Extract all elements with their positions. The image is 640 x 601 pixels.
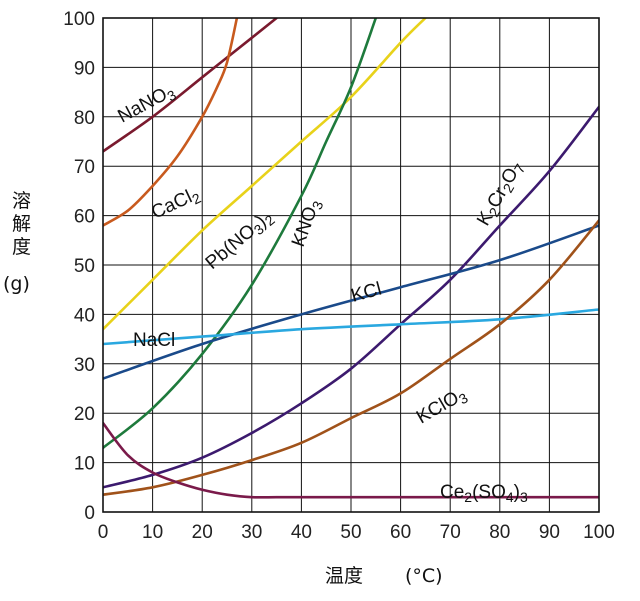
x-tick-label: 20 <box>192 522 213 543</box>
label-kclo3: KClO3 <box>413 383 471 429</box>
x-tick-label: 0 <box>98 522 109 543</box>
label-nacl: NaCl <box>133 330 175 351</box>
y-tick-label: 30 <box>74 355 95 376</box>
label-k2cr2o7: K2Cr2O7 <box>473 157 528 230</box>
y-title-char-2: 解 <box>12 213 31 235</box>
y-tick-label: 90 <box>74 58 95 79</box>
y-tick-label: 80 <box>74 108 95 129</box>
series-line-kcl <box>103 224 599 380</box>
x-tick-label: 70 <box>440 522 461 543</box>
x-tick-label: 10 <box>142 522 163 543</box>
y-title-char-1: 溶 <box>12 190 31 212</box>
x-tick-label: 90 <box>539 522 560 543</box>
y-tick-label: 70 <box>74 157 95 178</box>
y-title-unit: (g) <box>3 273 30 295</box>
series-line-kclo3 <box>103 219 599 496</box>
x-tick-label: 60 <box>390 522 411 543</box>
label-ce2so43: Ce2(SO4)3 <box>440 482 528 505</box>
x-title: 温度 <box>325 565 363 587</box>
series-lines <box>103 18 599 499</box>
x-tick-label: 80 <box>489 522 510 543</box>
x-tick-label: 50 <box>340 522 361 543</box>
plot-frame <box>102 17 600 513</box>
label-kno3: KNO3 <box>288 196 326 250</box>
x-tick-label: 100 <box>583 522 615 543</box>
y-tick-label: 20 <box>74 404 95 425</box>
tick-labels: 0 10 20 30 40 50 60 70 80 90 100 0 10 20 30 40 50 60 70 80 9… <box>63 9 615 543</box>
y-tick-label: 10 <box>74 454 95 475</box>
series-line-kno3 <box>103 18 378 450</box>
x-title-unit: (°C) <box>405 565 443 587</box>
grid <box>102 17 600 513</box>
y-tick-label: 50 <box>74 256 95 277</box>
series-line-nacl <box>103 308 599 346</box>
label-cacl2: CaCl2 <box>148 183 203 225</box>
x-tick-label: 30 <box>241 522 262 543</box>
series-line-cacl2 <box>103 18 239 227</box>
y-tick-label: 0 <box>84 503 95 524</box>
y-title-char-3: 度 <box>12 236 31 258</box>
series-line-nano3 <box>103 18 278 153</box>
y-tick-label: 60 <box>74 207 95 228</box>
y-tick-label: 40 <box>74 305 95 326</box>
y-tick-label: 100 <box>63 9 95 30</box>
series-line-k2cr2o7 <box>103 105 599 489</box>
series-line-pbno32 <box>103 18 427 331</box>
label-kcl: KCl <box>349 279 384 307</box>
x-tick-label: 40 <box>291 522 312 543</box>
series-line-ce2so43 <box>103 421 599 499</box>
